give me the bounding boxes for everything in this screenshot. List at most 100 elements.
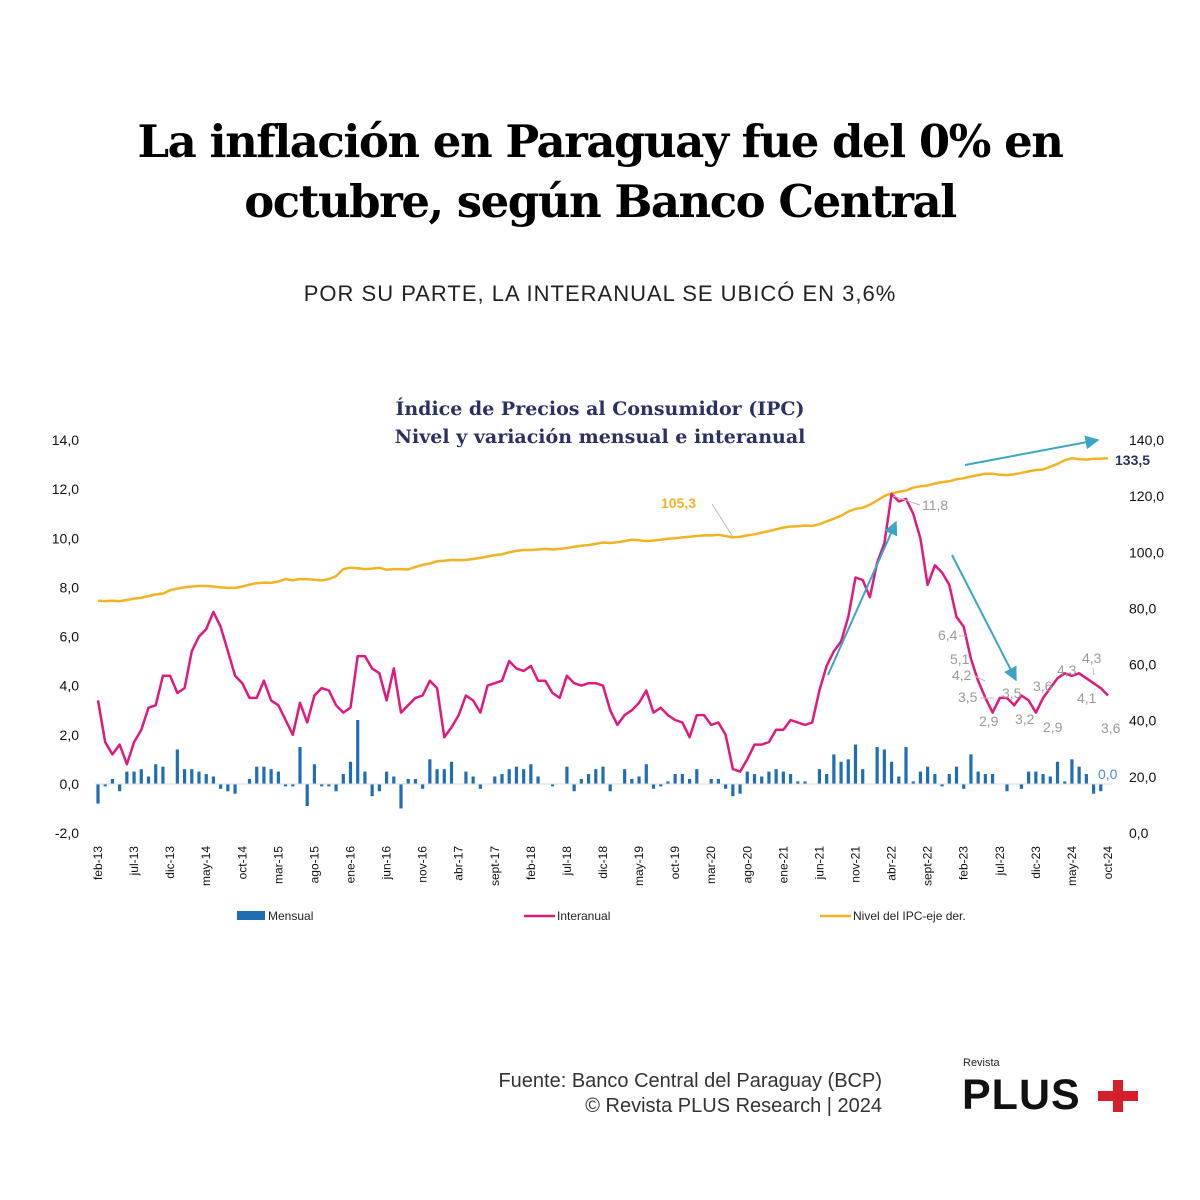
y-right-tick-label: 40,0 — [1129, 713, 1156, 729]
bar-mensual — [233, 783, 237, 794]
bar-mensual — [356, 720, 360, 784]
x-tick-label: feb-18 — [524, 846, 538, 880]
x-tick-label: jul-18 — [560, 846, 574, 877]
title-line-2: octubre, según Banco Central — [244, 175, 957, 228]
y-left-tick-label: 0,0 — [60, 776, 80, 792]
bar-mensual — [803, 781, 807, 784]
x-tick-label: nov-16 — [416, 846, 430, 883]
bar-mensual — [514, 766, 519, 784]
annotation-leader-line — [1092, 667, 1095, 676]
bar-mensual — [392, 776, 396, 784]
bar-mensual — [406, 778, 410, 784]
bar-mensual — [312, 764, 317, 784]
bar-mensual — [911, 781, 915, 784]
chart-title-block: Índice de Precios al Consumidor (IPC) Ni… — [300, 395, 900, 451]
bar-mensual — [226, 783, 230, 792]
annotation-label: 5,1 — [950, 651, 970, 667]
bar-mensual — [110, 778, 115, 784]
bar-mensual — [146, 776, 151, 784]
bar-mensual — [976, 771, 980, 784]
bar-mensual — [493, 776, 497, 784]
x-tick-label: abr-22 — [885, 846, 899, 881]
bar-mensual — [377, 783, 381, 792]
bar-mensual — [889, 761, 894, 784]
bar-mensual — [1063, 781, 1067, 784]
x-tick-label: oct-24 — [1101, 846, 1115, 880]
bar-mensual — [579, 778, 583, 784]
bar-mensual — [370, 783, 374, 797]
bar-mensual — [1019, 783, 1024, 789]
bar-mensual — [211, 776, 216, 784]
trend-arrow-up — [827, 520, 898, 676]
bar-mensual — [529, 764, 533, 784]
bar-mensual — [969, 754, 973, 784]
ipc-chart: -2,0 0,0 2,0 4,0 6,0 8,0 10,0 12,0 14,0 0,0 20,0 40… — [52, 432, 1164, 923]
bar-mensual — [983, 774, 987, 784]
bar-mensual — [348, 761, 353, 784]
legend-label-nivel: Nivel del IPC-eje der. — [853, 909, 966, 923]
y-right-tick-label: 0,0 — [1129, 825, 1149, 841]
annotation-leader-line — [711, 503, 734, 538]
bar-mensual — [687, 778, 692, 784]
footer-credits: Fuente: Banco Central del Paraguay (BCP)… — [498, 1069, 882, 1119]
y-right-tick-label: 60,0 — [1129, 657, 1156, 673]
chart-title: Índice de Precios al Consumidor (IPC) — [395, 398, 805, 420]
logo-plus: PLUS — [962, 1071, 1081, 1119]
x-tick-label: oct-14 — [235, 846, 249, 880]
y-right-tick-label: 120,0 — [1129, 488, 1164, 504]
bar-mensual — [565, 766, 569, 784]
bar-mensual — [132, 771, 136, 784]
plus-cross-icon — [1098, 1080, 1138, 1112]
bar-mensual — [428, 759, 432, 784]
bar-mensual — [608, 783, 612, 792]
legend-label-interanual: Interanual — [557, 909, 610, 923]
bar-mensual — [197, 771, 201, 784]
x-tick-label: jun-21 — [812, 846, 826, 881]
y-right-tick-label: 80,0 — [1129, 600, 1156, 616]
bar-mensual — [320, 783, 324, 787]
x-tick-label: jul-13 — [127, 846, 141, 877]
annotation-label: 3,6 — [1101, 720, 1121, 736]
bar-mensual — [774, 769, 778, 784]
x-tick-label: sept-17 — [488, 846, 502, 886]
bar-mensual — [507, 769, 511, 784]
bar-mensual — [724, 783, 728, 789]
bar-mensual — [839, 761, 843, 784]
bar-mensual — [334, 783, 338, 792]
bar-mensual — [752, 774, 757, 784]
bar-mensual — [918, 771, 923, 784]
bar-mensual — [305, 783, 309, 806]
annotation-label: 133,5 — [1115, 452, 1150, 468]
bar-mensual — [161, 766, 165, 784]
page-subtitle: POR SU PARTE, LA INTERANUAL SE UBICÓ EN … — [303, 281, 897, 306]
bar-mensual — [1091, 783, 1096, 794]
bar-mensual — [103, 783, 107, 787]
legend: Mensual Interanual Nivel del IPC-eje der… — [237, 909, 966, 923]
bar-mensual — [96, 783, 100, 804]
x-tick-label: nov-21 — [849, 846, 863, 883]
y-right-tick-label: 140,0 — [1129, 432, 1164, 448]
logo-revista: Revista — [963, 1057, 1000, 1069]
x-tick-label: jun-16 — [380, 846, 394, 881]
bar-mensual — [1027, 771, 1031, 784]
bar-mensual — [680, 774, 684, 784]
x-tick-label: mar-15 — [271, 846, 285, 884]
annotation-leader-line — [892, 495, 921, 506]
x-tick-label: ago-15 — [307, 846, 321, 884]
bar-mensual — [796, 781, 800, 784]
annotation-label: 6,4 — [938, 627, 958, 643]
bar-mensual — [262, 766, 266, 784]
annotation-label: 2,9 — [979, 713, 999, 729]
bar-mensual — [1041, 774, 1045, 784]
bar-mensual — [745, 771, 749, 784]
bar-mensual — [832, 754, 836, 784]
bar-mensual — [500, 774, 504, 784]
line-nivel-ipc — [97, 456, 1109, 603]
bar-mensual — [118, 783, 122, 792]
annotation-label: 105,3 — [661, 495, 696, 511]
line-interanual — [96, 492, 1109, 773]
annotation-label: 11,8 — [922, 497, 948, 513]
x-tick-label: feb-23 — [957, 846, 971, 880]
legend-label-mensual: Mensual — [268, 909, 313, 923]
y-left-tick-label: 8,0 — [60, 579, 80, 595]
